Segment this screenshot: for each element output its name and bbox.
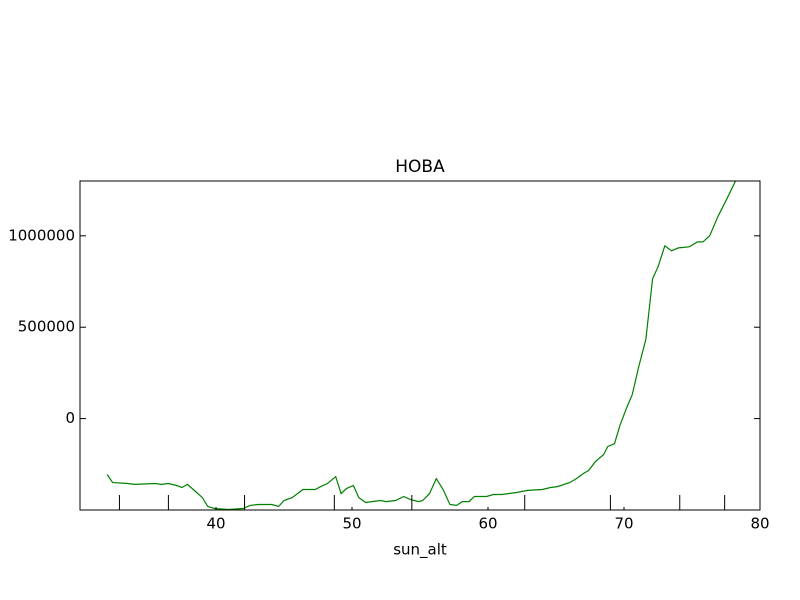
x-tick-label: 80 [750,515,769,533]
x-tick-label: 40 [206,515,225,533]
x-tick-label: 50 [342,515,361,533]
y-tick-label: 1000000 [8,226,75,244]
plot-frame [79,180,761,511]
x-tick-label: 70 [614,515,633,533]
x-axis-label: sun_alt [393,541,447,560]
y-tick-label: 0 [65,409,75,427]
data-line [106,180,737,511]
chart-title: HOBA [395,157,445,177]
y-tick-label: 500000 [18,318,75,336]
x-tick-label: 60 [478,515,497,533]
